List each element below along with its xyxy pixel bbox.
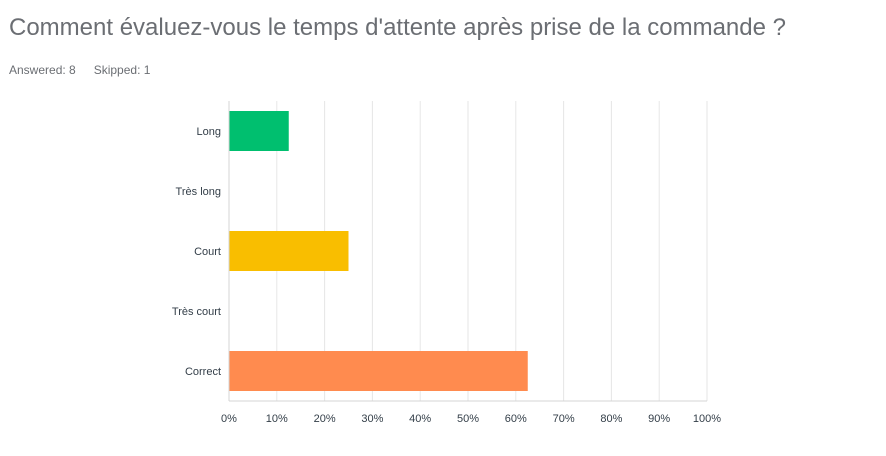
x-tick-label: 30%	[361, 413, 383, 425]
skipped-count: Skipped: 1	[93, 63, 151, 77]
response-stats: Answered: 8 Skipped: 1	[9, 63, 150, 77]
x-tick-label: 20%	[314, 413, 336, 425]
x-tick-label: 80%	[600, 413, 622, 425]
x-tick-label: 60%	[505, 413, 527, 425]
x-tick-label: 90%	[648, 413, 670, 425]
x-tick-label: 10%	[266, 413, 288, 425]
x-axis-tick-labels: 0% 10% 20% 30% 40% 50% 60% 70% 80% 90% 100%	[221, 413, 721, 425]
chart-bars	[229, 111, 528, 391]
x-tick-label: 70%	[553, 413, 575, 425]
category-label: Long	[197, 126, 221, 138]
category-label: Très court	[172, 306, 221, 318]
answered-count: Answered: 8	[9, 63, 76, 77]
category-label: Très long	[176, 186, 221, 198]
bar-correct	[229, 351, 528, 391]
x-tick-label: 0%	[221, 413, 237, 425]
question-title: Comment évaluez-vous le temps d'attente …	[9, 14, 786, 41]
x-tick-label: 40%	[409, 413, 431, 425]
bar-court	[229, 231, 349, 271]
category-label: Correct	[185, 366, 221, 378]
category-label: Court	[194, 246, 221, 258]
category-labels: Long Très long Court Très court Correct	[172, 126, 221, 378]
x-tick-label: 50%	[457, 413, 479, 425]
x-tick-label: 100%	[693, 413, 721, 425]
bar-long	[229, 111, 289, 151]
